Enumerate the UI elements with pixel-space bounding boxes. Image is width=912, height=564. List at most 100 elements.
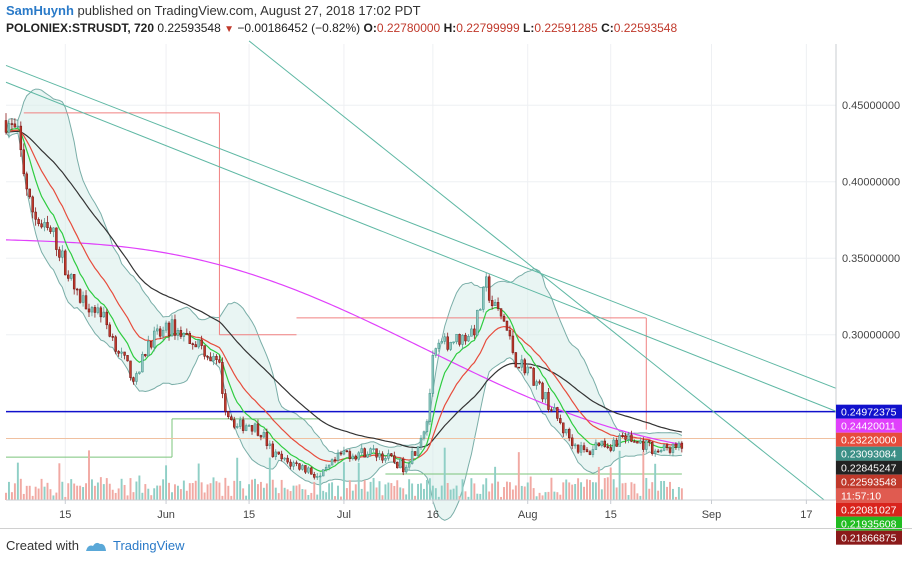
volume-bar: [428, 478, 431, 500]
volume-bar: [93, 485, 96, 500]
volume-bar: [645, 477, 648, 500]
volume-bar: [461, 479, 464, 500]
candle-body: [565, 428, 568, 434]
candle-body: [470, 328, 473, 337]
volume-bar: [541, 495, 544, 500]
candle-body: [61, 250, 64, 258]
candle-body: [452, 341, 455, 344]
candle-body: [90, 307, 94, 313]
volume-bar: [111, 489, 114, 500]
candle-body: [419, 437, 423, 448]
volume-bar: [680, 488, 683, 500]
volume-bar: [405, 494, 408, 500]
author-name[interactable]: SamHuynh: [6, 3, 74, 18]
candle-body: [304, 465, 307, 473]
candle-body: [70, 274, 73, 279]
volume-bar: [322, 490, 325, 500]
volume-bar: [562, 482, 565, 500]
volume-bar: [209, 483, 212, 500]
volume-bar: [337, 485, 339, 500]
candle-body: [410, 451, 414, 464]
volume-bar: [200, 482, 203, 500]
candle-body: [4, 120, 8, 133]
candle-body: [138, 371, 141, 374]
candle-body: [102, 311, 106, 318]
candle-body: [585, 449, 589, 452]
candle-body: [541, 382, 544, 400]
time-tick-label: 16: [427, 509, 439, 521]
candle-body: [179, 330, 183, 337]
volume-bar: [328, 483, 331, 500]
volume-bar: [375, 487, 378, 500]
price-label-tag: [836, 502, 902, 517]
candle-body: [579, 445, 583, 453]
volume-bar: [218, 482, 221, 500]
volume-bar: [449, 489, 452, 500]
volume-bar: [153, 488, 156, 500]
volume-bar: [31, 495, 34, 500]
volume-bar: [120, 478, 123, 500]
candle-body: [523, 359, 526, 374]
volume-bar: [639, 495, 642, 500]
volume-bar: [67, 483, 70, 500]
candle-body: [286, 457, 289, 463]
candle-body: [316, 476, 319, 478]
candle-body: [203, 345, 206, 357]
candle-body: [176, 330, 180, 336]
candle-body: [404, 466, 408, 473]
candle-body: [642, 440, 645, 450]
volume-bar: [674, 496, 677, 500]
volume-bar: [672, 488, 674, 500]
candle-body: [155, 328, 159, 332]
time-tick-label: Sep: [702, 509, 722, 521]
publish-info: SamHuynh published on TradingView.com, A…: [6, 3, 421, 18]
published-text: published on TradingView.com, August 27,…: [77, 3, 421, 18]
volume-bar: [366, 491, 369, 500]
volume-bar: [13, 483, 16, 500]
volume-bar: [425, 479, 428, 500]
volume-bar: [565, 479, 568, 500]
candle-body: [96, 307, 100, 313]
volume-bar: [345, 488, 348, 500]
candle-body: [313, 473, 316, 478]
volume-bar: [85, 483, 87, 500]
volume-bar: [307, 495, 310, 500]
volume-bar: [162, 479, 165, 500]
volume-bar: [334, 496, 336, 500]
volume-bar: [76, 485, 79, 500]
volume-bar: [123, 484, 126, 500]
volume-bar: [482, 484, 485, 500]
volume-bar: [22, 493, 25, 500]
volume-bar: [520, 485, 523, 500]
volume-bar: [239, 480, 242, 500]
volume-bar: [663, 480, 666, 500]
candle-body: [446, 336, 449, 350]
volume-bar: [91, 479, 93, 500]
volume-bar: [497, 481, 500, 500]
volume-bar: [55, 492, 58, 500]
volume-bar: [79, 485, 82, 500]
volume-bar: [159, 485, 162, 500]
time-tick-label: Aug: [518, 509, 538, 521]
volume-bar: [10, 492, 13, 500]
volume-bar: [455, 485, 458, 500]
volume-bar: [64, 496, 67, 500]
tradingview-link[interactable]: TradingView: [85, 538, 185, 553]
volume-bar: [568, 482, 571, 500]
candle-body: [535, 381, 538, 386]
candle-body: [413, 451, 417, 456]
volume-bar: [251, 479, 253, 500]
volume-bar: [185, 490, 188, 500]
volume-bar: [443, 447, 446, 500]
candle-body: [194, 344, 197, 348]
candle-body: [499, 308, 503, 317]
candle-body: [34, 211, 37, 220]
volume-bar: [141, 492, 144, 500]
volume-bar: [102, 484, 105, 500]
volume-bar: [589, 479, 591, 500]
volume-bar: [387, 482, 390, 500]
volume-bar: [342, 462, 345, 500]
candle-body: [505, 320, 509, 331]
candle-body: [399, 458, 402, 469]
